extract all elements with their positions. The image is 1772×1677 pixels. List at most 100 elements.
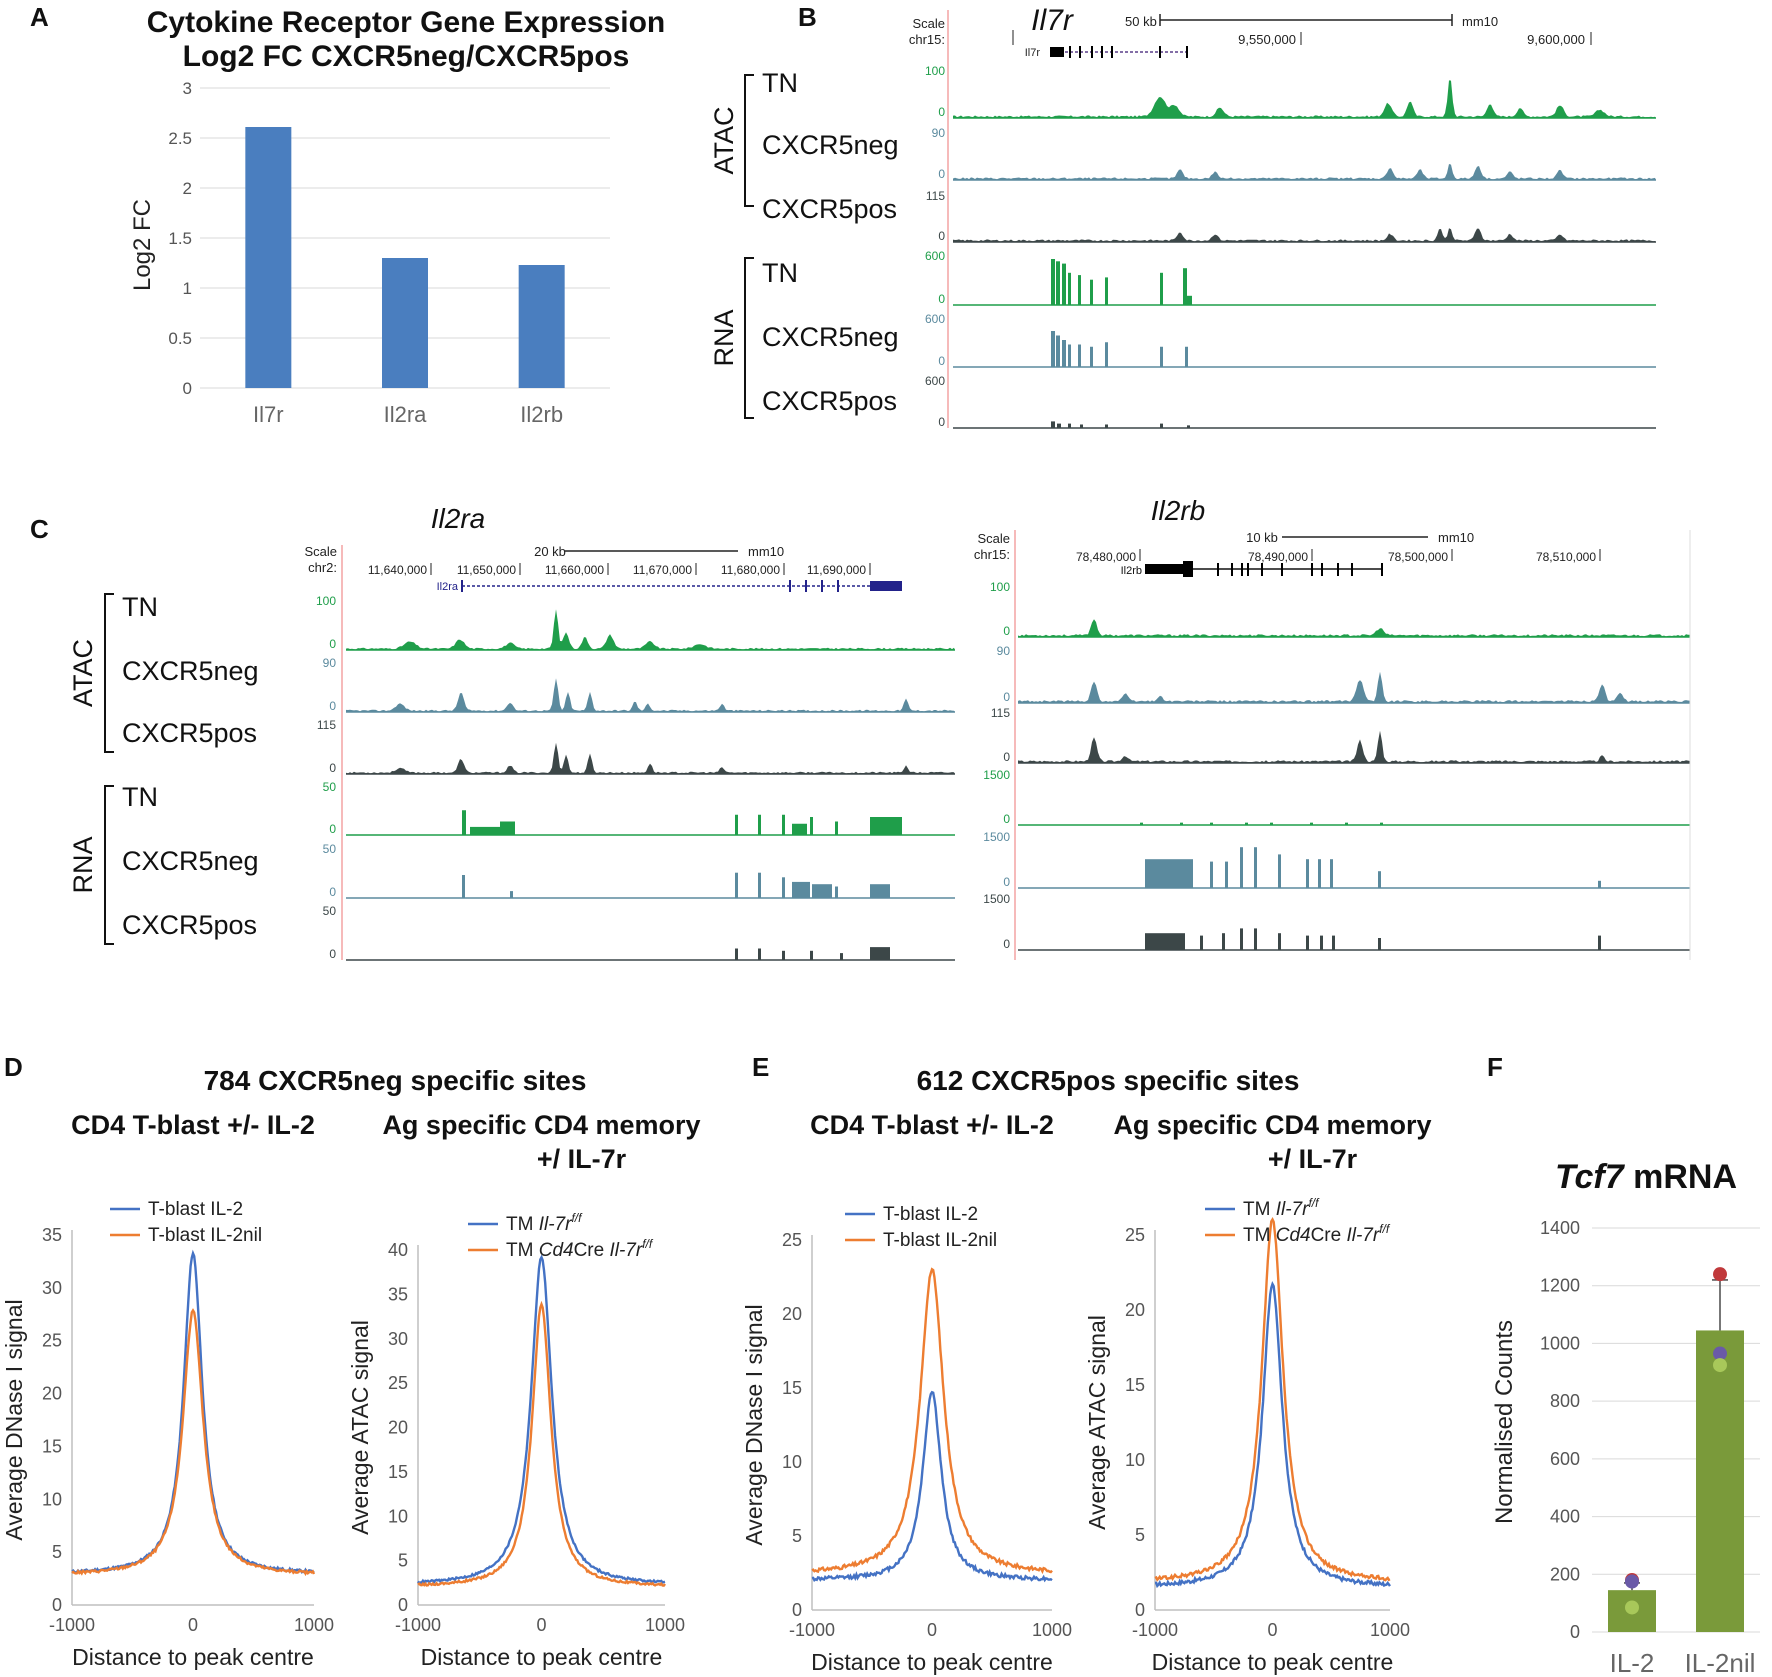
panel-d-chart-0-y-tick: 5	[52, 1542, 62, 1562]
panel-c-right-rna-track-0-exon	[1180, 822, 1183, 825]
panel-c-right-rna-track-2-exon	[1378, 938, 1381, 950]
panel-b-group-bracket	[744, 257, 754, 419]
panel-b-chrom-label: chr15:	[909, 32, 945, 47]
panel-b-rna-track-1-exon	[1185, 346, 1188, 367]
panel-c-left-coord: 11,660,000	[545, 563, 604, 577]
panel-c-left-atac-track-2-min-label: 0	[329, 761, 336, 775]
panel-c-left-assembly: mm10	[748, 544, 784, 559]
panel-b-track-label: CXCR5pos	[762, 386, 897, 416]
panel-e-chart-0-x-tick: 0	[927, 1620, 937, 1640]
panel-c-right-atac-track-0-min-label: 0	[1003, 624, 1010, 638]
panel-f-data-point	[1713, 1358, 1727, 1373]
panel-b-rna-track-1-max-label: 600	[925, 312, 945, 326]
panel-b-track-label: CXCR5pos	[762, 194, 897, 224]
panel-c-right-chrom-label: chr15:	[974, 547, 1010, 562]
panel-c-right-rna-track-2-exon	[1254, 928, 1257, 950]
panel-b-rna-track-1-exon	[1105, 342, 1108, 367]
panel-d-chart-0-x-axis-title: Distance to peak centre	[72, 1644, 314, 1670]
panel-b-rna-track-2-exon	[1057, 423, 1061, 428]
panel-c-right-rna-track-1-exon	[1254, 847, 1257, 888]
panel-b-rna-track-0-exon	[1090, 279, 1093, 305]
panel-d-chart-0-y-tick: 10	[42, 1489, 62, 1509]
legend-sup: f/f	[1308, 1196, 1320, 1210]
panel-f-title-gene: Tcf7	[1555, 1158, 1626, 1196]
panel-b-rna-track-0-max-label: 600	[925, 249, 945, 263]
panel-d-chart-1-y-tick: 25	[388, 1373, 408, 1393]
panel-d-chart-0-series-1	[71, 1308, 316, 1577]
panel-c-group-bracket	[104, 593, 114, 753]
panel-c-left-rna-track-1-exon	[510, 891, 513, 898]
legend-sup: f/f	[571, 1211, 583, 1225]
panel-d-chart-1-y-tick: 15	[388, 1462, 408, 1482]
panel-e-chart-1-x-axis-title: Distance to peak centre	[1152, 1649, 1394, 1675]
panel-b-group-bracket	[744, 74, 754, 207]
panel-c-left-atac-track-1-max-label: 90	[323, 656, 337, 670]
panel-e-chart-0-x-axis-title: Distance to peak centre	[811, 1649, 1053, 1675]
panel-c-right-rna-track-1-exon	[1318, 859, 1321, 888]
panel-b-atac-track-1	[953, 164, 1656, 180]
panel-c-group-label: RNA	[68, 836, 98, 893]
panel-c-left-atac-track-0-max-label: 100	[316, 594, 336, 608]
panel-f-y-tick: 1400	[1540, 1218, 1580, 1238]
panel-b-gene-model-label: Il7r	[1025, 47, 1041, 59]
panel-letter-a: A	[30, 2, 49, 32]
panel-b-rna-track-0-exon	[1183, 268, 1187, 305]
panel-c-right-gene-model-label: Il2rb	[1121, 565, 1142, 577]
panel-c-left-atac-track-2	[346, 742, 955, 774]
panel-a-y-tick: 2.5	[168, 129, 192, 148]
panel-c-left-rna-track-2-min-label: 0	[329, 947, 336, 961]
panel-b-group-label: ATAC	[709, 106, 739, 174]
panel-b-genome-browser: Il7r Scale chr15: 50 kb mm10 9,550,000 9…	[709, 4, 1656, 429]
panel-c-right-rna-track-1-exon	[1378, 871, 1381, 888]
panel-b-rna-track-2-max-label: 600	[925, 374, 945, 388]
panel-e-chart-1: Ag specific CD4 memory +/ IL-7r 0 5 10 15 20 25…	[1084, 1110, 1432, 1675]
panel-e-chart-1-title-line1: Ag specific CD4 memory	[1113, 1110, 1431, 1140]
panel-c-right-atac-track-2	[1018, 730, 1690, 763]
legend-mid: Cre	[1311, 1225, 1347, 1246]
panel-letter-b: B	[798, 2, 817, 32]
panel-b-atac-track-0	[953, 80, 1656, 118]
panel-c-right-rna-track-2-exon	[1320, 935, 1323, 950]
panel-c-right-atac-track-1-min-label: 0	[1003, 690, 1010, 704]
panel-f-bar-chart: Tcf7 mRNA Normalised Counts 0 200 400 600 80…	[1491, 1158, 1760, 1677]
panel-e-chart-1-y-axis-title: Average ATAC signal	[1084, 1315, 1110, 1530]
panel-b-track-label: CXCR5neg	[762, 130, 899, 160]
panel-d-chart-0-title-line1: CD4 T-blast +/- IL-2	[71, 1110, 315, 1140]
panel-f-y-tick: 600	[1550, 1449, 1580, 1469]
panel-c-left-rna-track-2-exon	[870, 947, 890, 960]
panel-f-y-tick: 800	[1550, 1391, 1580, 1411]
panel-c-track-label: CXCR5neg	[122, 656, 259, 686]
panel-d-chart-0-y-axis-title: Average DNase I signal	[1, 1299, 27, 1540]
panel-d-chart-0-series-0	[71, 1249, 315, 1575]
panel-b-rna-track-2-min-label: 0	[938, 415, 945, 429]
panel-e-chart-0-y-tick: 25	[782, 1230, 802, 1250]
panel-d-chart-1: Ag specific CD4 memory +/ IL-7r 0 5 10 15 20 25…	[347, 1110, 701, 1670]
panel-e-chart-1-series-0	[1154, 1280, 1391, 1589]
panel-c-right-atac-track-2-max-label: 115	[991, 706, 1010, 720]
legend-prefix: TM	[506, 1214, 539, 1235]
panel-c-right-rna-track-1-exon	[1278, 854, 1281, 888]
panel-c-left-gene-exon	[870, 581, 902, 591]
panel-b-group-label: RNA	[709, 309, 739, 366]
panel-b-track-label: TN	[762, 258, 798, 288]
legend-mid: Cre	[574, 1240, 610, 1261]
panel-f-y-tick: 1200	[1540, 1276, 1580, 1296]
panel-f-data-point	[1713, 1267, 1727, 1282]
panel-c-right-gene-exon	[1145, 564, 1183, 574]
panel-c-right-scale-bar-label: 10 kb	[1246, 530, 1278, 545]
panel-e-chart-0-y-axis-title: Average DNase I signal	[741, 1304, 767, 1545]
panel-c-left-rna-track-0-exon	[835, 821, 838, 835]
legend-italic: Il-7r	[539, 1214, 572, 1235]
panel-b-rna-track-1-exon	[1051, 331, 1055, 367]
panel-d-chart-1-y-tick: 5	[398, 1551, 408, 1571]
panel-e-chart-0-y-tick: 5	[792, 1526, 802, 1546]
panel-e-chart-1-y-tick: 20	[1125, 1300, 1145, 1320]
panel-c-left-scale-bar-label: 20 kb	[534, 544, 566, 559]
panel-c-left-rna-track-0-max-label: 50	[323, 780, 337, 794]
panel-b-rna-track-2-exon	[1068, 423, 1071, 428]
panel-c-left-rna-track-0-exon	[735, 814, 738, 835]
panel-c-left-atac-track-0-min-label: 0	[329, 637, 336, 651]
panel-a-title-line2: Log2 FC CXCR5neg/CXCR5pos	[183, 40, 630, 73]
